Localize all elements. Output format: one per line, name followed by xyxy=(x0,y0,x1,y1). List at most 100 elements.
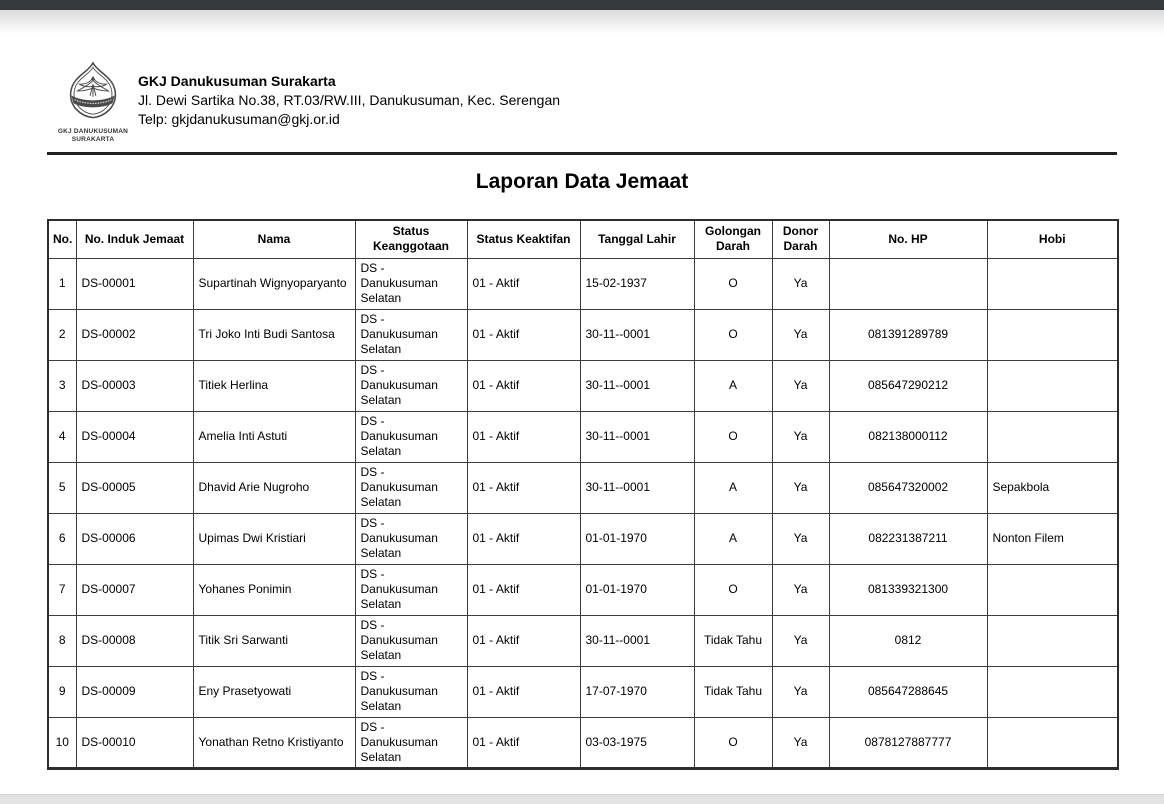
table-cell xyxy=(986,257,1119,310)
table-cell xyxy=(986,410,1119,463)
table-row: 1 DS-00001 Supartinah Wignyoparyanto DS - D… xyxy=(47,257,1119,310)
letterhead: GKJ Danukusuman Surakarta Jl. Dewi Sarti… xyxy=(138,72,560,129)
table-cell xyxy=(986,665,1119,718)
table-cell: DS - Danukusuman Selatan xyxy=(354,410,468,463)
column-header: Donor Darah xyxy=(771,219,830,259)
table-cell: 01 - Aktif xyxy=(466,308,581,361)
table-cell: 4 xyxy=(47,410,77,463)
table-cell: 01 - Aktif xyxy=(466,563,581,616)
table-cell: Upimas Dwi Kristiari xyxy=(192,512,356,565)
page-title: Laporan Data Jemaat xyxy=(475,170,689,193)
table-cell: DS-00008 xyxy=(75,614,194,667)
column-header: Nama xyxy=(192,219,356,259)
table-cell: 2 xyxy=(47,308,77,361)
table-cell: Yonathan Retno Kristiyanto xyxy=(192,716,356,769)
table-cell: 10 xyxy=(47,716,77,769)
table-cell: Ya xyxy=(771,461,830,514)
table-cell: Titiek Herlina xyxy=(192,359,356,412)
table-cell: DS - Danukusuman Selatan xyxy=(354,716,468,769)
table-cell: DS-00007 xyxy=(75,563,194,616)
table-cell: DS-00010 xyxy=(75,716,194,769)
table-cell: DS - Danukusuman Selatan xyxy=(354,461,468,514)
table-cell: 085647320002 xyxy=(828,461,988,514)
table-cell: Ya xyxy=(771,614,830,667)
table-header-row: No. No. Induk Jemaat Nama Status Keanggotaa… xyxy=(47,219,1119,259)
table-cell: 17-07-1970 xyxy=(579,665,695,718)
table-cell: 3 xyxy=(47,359,77,412)
table-cell: 9 xyxy=(47,665,77,718)
table-cell: 5 xyxy=(47,461,77,514)
table-cell: 30-11--0001 xyxy=(579,359,695,412)
table-cell: 1 xyxy=(47,257,77,310)
table-cell: 082231387211 xyxy=(828,512,988,565)
table-cell: 01 - Aktif xyxy=(466,257,581,310)
org-name: GKJ Danukusuman Surakarta xyxy=(138,73,336,89)
table-cell: Ya xyxy=(771,716,830,769)
table-cell: DS-00003 xyxy=(75,359,194,412)
table-row: 3 DS-00003 Titiek Herlina DS - Danukusuman … xyxy=(47,359,1119,412)
table-cell: DS-00009 xyxy=(75,665,194,718)
table-cell: 30-11--0001 xyxy=(579,614,695,667)
table-cell: Eny Prasetyowati xyxy=(192,665,356,718)
table-cell: 6 xyxy=(47,512,77,565)
table-cell: DS - Danukusuman Selatan xyxy=(354,512,468,565)
table-cell: Yohanes Ponimin xyxy=(192,563,356,616)
table-cell: 01 - Aktif xyxy=(466,461,581,514)
table-cell: 085647288645 xyxy=(828,665,988,718)
table-cell xyxy=(986,308,1119,361)
column-header: Status Keanggotaan xyxy=(354,219,468,259)
org-address: Jl. Dewi Sartika No.38, RT.03/RW.III, Da… xyxy=(138,92,561,108)
table-cell: 082138000112 xyxy=(828,410,988,463)
report-table-container: No. No. Induk Jemaat Nama Status Keanggotaa… xyxy=(47,219,1119,770)
page-top-shadow xyxy=(0,10,1164,34)
table-row: 8 DS-00008 Titik Sri Sarwanti DS - Danukusu… xyxy=(47,614,1119,667)
table-cell: Nonton Filem xyxy=(986,512,1119,565)
table-cell: 01 - Aktif xyxy=(466,665,581,718)
table-cell: Tidak Tahu xyxy=(693,614,773,667)
table-cell: Supartinah Wignyoparyanto xyxy=(192,257,356,310)
table-cell: 15-02-1937 xyxy=(579,257,695,310)
table-cell: Titik Sri Sarwanti xyxy=(192,614,356,667)
table-cell: 01-01-1970 xyxy=(579,512,695,565)
table-cell: 30-11--0001 xyxy=(579,410,695,463)
table-cell: DS - Danukusuman Selatan xyxy=(354,257,468,310)
logo-caption-line2: SURAKARTA xyxy=(71,136,115,143)
table-row: 7 DS-00007 Yohanes Ponimin DS - Danukusuman… xyxy=(47,563,1119,616)
table-row: 5 DS-00005 Dhavid Arie Nugroho DS - Danukus… xyxy=(47,461,1119,514)
table-cell: Tidak Tahu xyxy=(693,665,773,718)
window-top-bar xyxy=(0,0,1164,10)
column-header: Tanggal Lahir xyxy=(579,219,695,259)
table-row: 4 DS-00004 Amelia Inti Astuti DS - Danukusu… xyxy=(47,410,1119,463)
table-cell: DS - Danukusuman Selatan xyxy=(354,614,468,667)
table-cell: 01 - Aktif xyxy=(466,716,581,769)
column-header: Golongan Darah xyxy=(693,219,773,259)
table-cell: DS-00002 xyxy=(75,308,194,361)
table-cell: O xyxy=(693,563,773,616)
window-bottom-bar xyxy=(0,794,1164,804)
table-cell: A xyxy=(693,461,773,514)
table-row: 10 DS-00010 Yonathan Retno Kristiyanto DS -… xyxy=(47,716,1119,769)
table-cell: O xyxy=(693,716,773,769)
org-contact: Telp: gkjdanukusuman@gkj.or.id xyxy=(138,111,340,127)
table-cell: 081339321300 xyxy=(828,563,988,616)
table-cell: Ya xyxy=(771,665,830,718)
table-row: 6 DS-00006 Upimas Dwi Kristiari DS - Danuku… xyxy=(47,512,1119,565)
table-cell: DS - Danukusuman Selatan xyxy=(354,308,468,361)
table-cell: DS - Danukusuman Selatan xyxy=(354,563,468,616)
table-cell: 03-03-1975 xyxy=(579,716,695,769)
table-cell: Amelia Inti Astuti xyxy=(192,410,356,463)
table-cell xyxy=(986,359,1119,412)
table-cell: O xyxy=(693,410,773,463)
column-header: Status Keaktifan xyxy=(466,219,581,259)
table-row: 9 DS-00009 Eny Prasetyowati DS - Danukusuma… xyxy=(47,665,1119,718)
column-header: No. Induk Jemaat xyxy=(75,219,194,259)
table-cell: 01 - Aktif xyxy=(466,512,581,565)
table-cell xyxy=(986,716,1119,769)
table-cell: 01 - Aktif xyxy=(466,614,581,667)
column-header: Hobi xyxy=(986,219,1119,259)
table-cell: 085647290212 xyxy=(828,359,988,412)
church-logo: GKJ DANUKUSUMAN SURAKARTA xyxy=(55,61,131,144)
table-cell: 01-01-1970 xyxy=(579,563,695,616)
table-cell: Ya xyxy=(771,359,830,412)
table-cell: Sepakbola xyxy=(986,461,1119,514)
